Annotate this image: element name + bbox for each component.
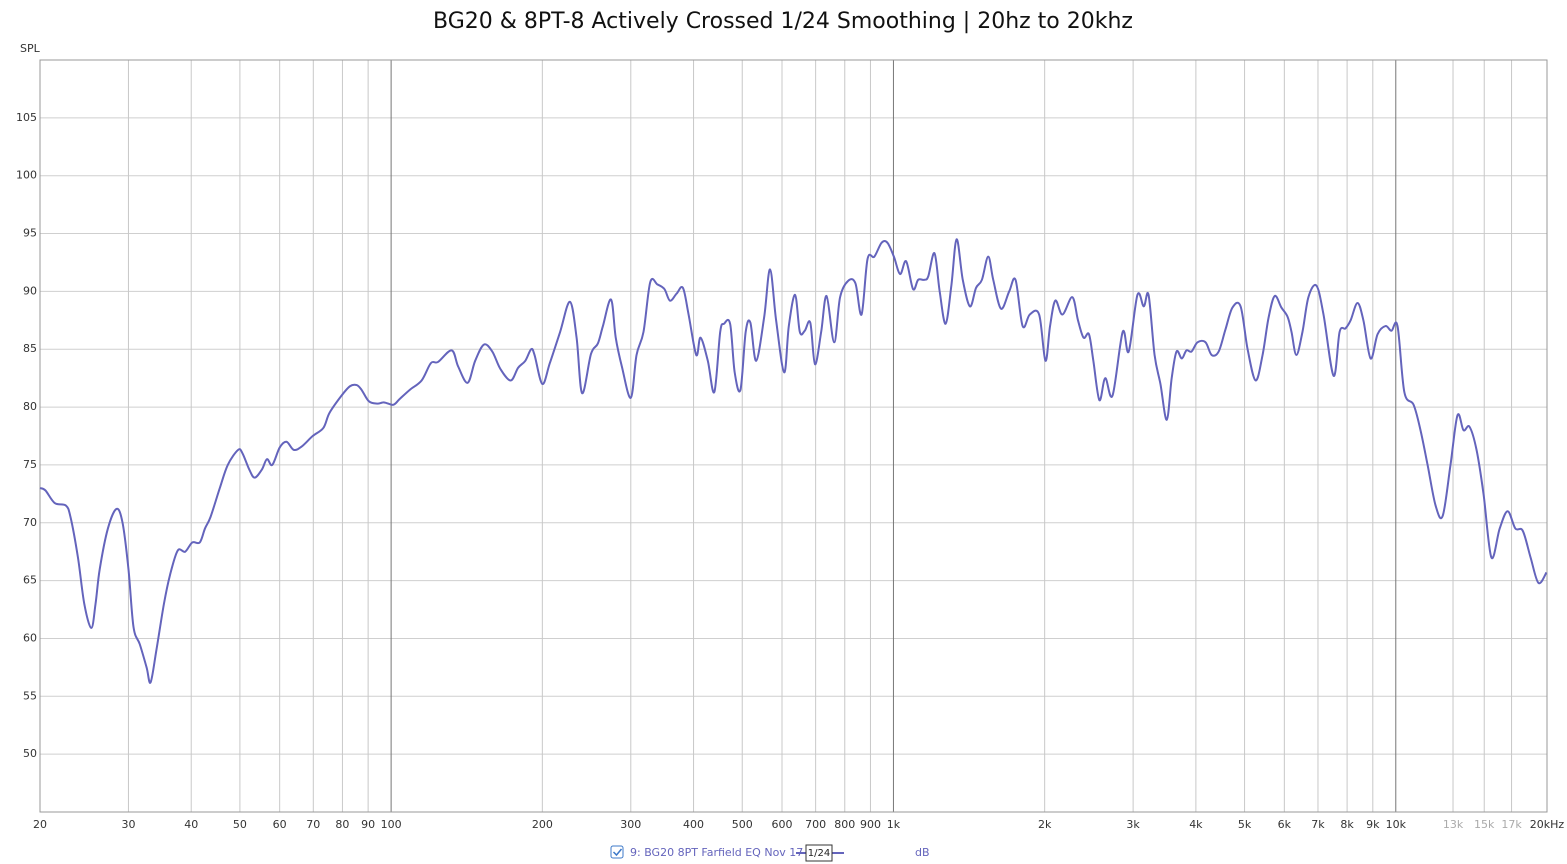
x-tick-label: 5k — [1238, 818, 1252, 831]
x-tick-label: 400 — [683, 818, 704, 831]
y-tick-label: 95 — [23, 227, 37, 240]
x-tick-label: 600 — [772, 818, 793, 831]
y-tick-label: 65 — [23, 574, 37, 587]
y-tick-label: 100 — [16, 169, 37, 182]
x-tick-label: 500 — [732, 818, 753, 831]
y-tick-label: 80 — [23, 400, 37, 413]
x-tick-label: 700 — [805, 818, 826, 831]
y-tick-label: 55 — [23, 689, 37, 702]
x-tick-label: 6k — [1278, 818, 1292, 831]
smoothing-label: 1/24 — [808, 848, 830, 859]
x-tick-label: 70 — [306, 818, 320, 831]
smoothing-box[interactable] — [805, 844, 833, 862]
x-tick-label: 3k — [1126, 818, 1140, 831]
x-tick-label: 30 — [121, 818, 135, 831]
legend: 9: BG20 8PT Farfield EQ Nov 17 1/24 dB — [610, 844, 930, 862]
x-tick-label: 13k — [1443, 818, 1464, 831]
unit-label: dB — [915, 846, 930, 859]
plot-frame — [39, 59, 1548, 813]
y-tick-label: 50 — [23, 747, 37, 760]
response-line — [39, 238, 1548, 684]
x-tick-label: 100 — [381, 818, 402, 831]
x-tick-label: 20kHz — [1530, 818, 1565, 831]
legend-label: 9: BG20 8PT Farfield EQ Nov 17 — [630, 846, 803, 859]
x-tick-label: 10k — [1386, 818, 1407, 831]
y-tick-label: 75 — [23, 458, 37, 471]
x-tick-label: 4k — [1189, 818, 1203, 831]
x-tick-label: 50 — [233, 818, 247, 831]
y-tick-label: 70 — [23, 516, 37, 529]
y-tick-label: 60 — [23, 631, 37, 644]
legend-check — [612, 848, 623, 857]
chart-title: BG20 & 8PT-8 Actively Crossed 1/24 Smoot… — [433, 9, 1133, 34]
x-tick-label: 80 — [335, 818, 349, 831]
x-tick-label: 200 — [532, 818, 553, 831]
x-tick-label: 40 — [184, 818, 198, 831]
y-axis-label: SPL — [20, 42, 41, 55]
legend-checkbox[interactable] — [610, 845, 624, 859]
x-tick-label: 15k — [1474, 818, 1495, 831]
x-tick-label: 7k — [1311, 818, 1325, 831]
grid — [39, 60, 1548, 812]
x-tick-label: 17k — [1501, 818, 1522, 831]
x-tick-label: 300 — [620, 818, 641, 831]
x-tick-label: 90 — [361, 818, 375, 831]
x-tick-label: 800 — [834, 818, 855, 831]
y-tick-label: 90 — [23, 284, 37, 297]
x-tick-label: 60 — [273, 818, 287, 831]
y-tick-label: 85 — [23, 342, 37, 355]
x-tick-label: 20 — [33, 818, 47, 831]
x-tick-label: 1k — [887, 818, 901, 831]
y-tick-label: 105 — [16, 111, 37, 124]
x-tick-label: 9k — [1366, 818, 1380, 831]
x-tick-label: 8k — [1340, 818, 1354, 831]
x-tick-label: 2k — [1038, 818, 1052, 831]
x-tick-label: 900 — [860, 818, 881, 831]
